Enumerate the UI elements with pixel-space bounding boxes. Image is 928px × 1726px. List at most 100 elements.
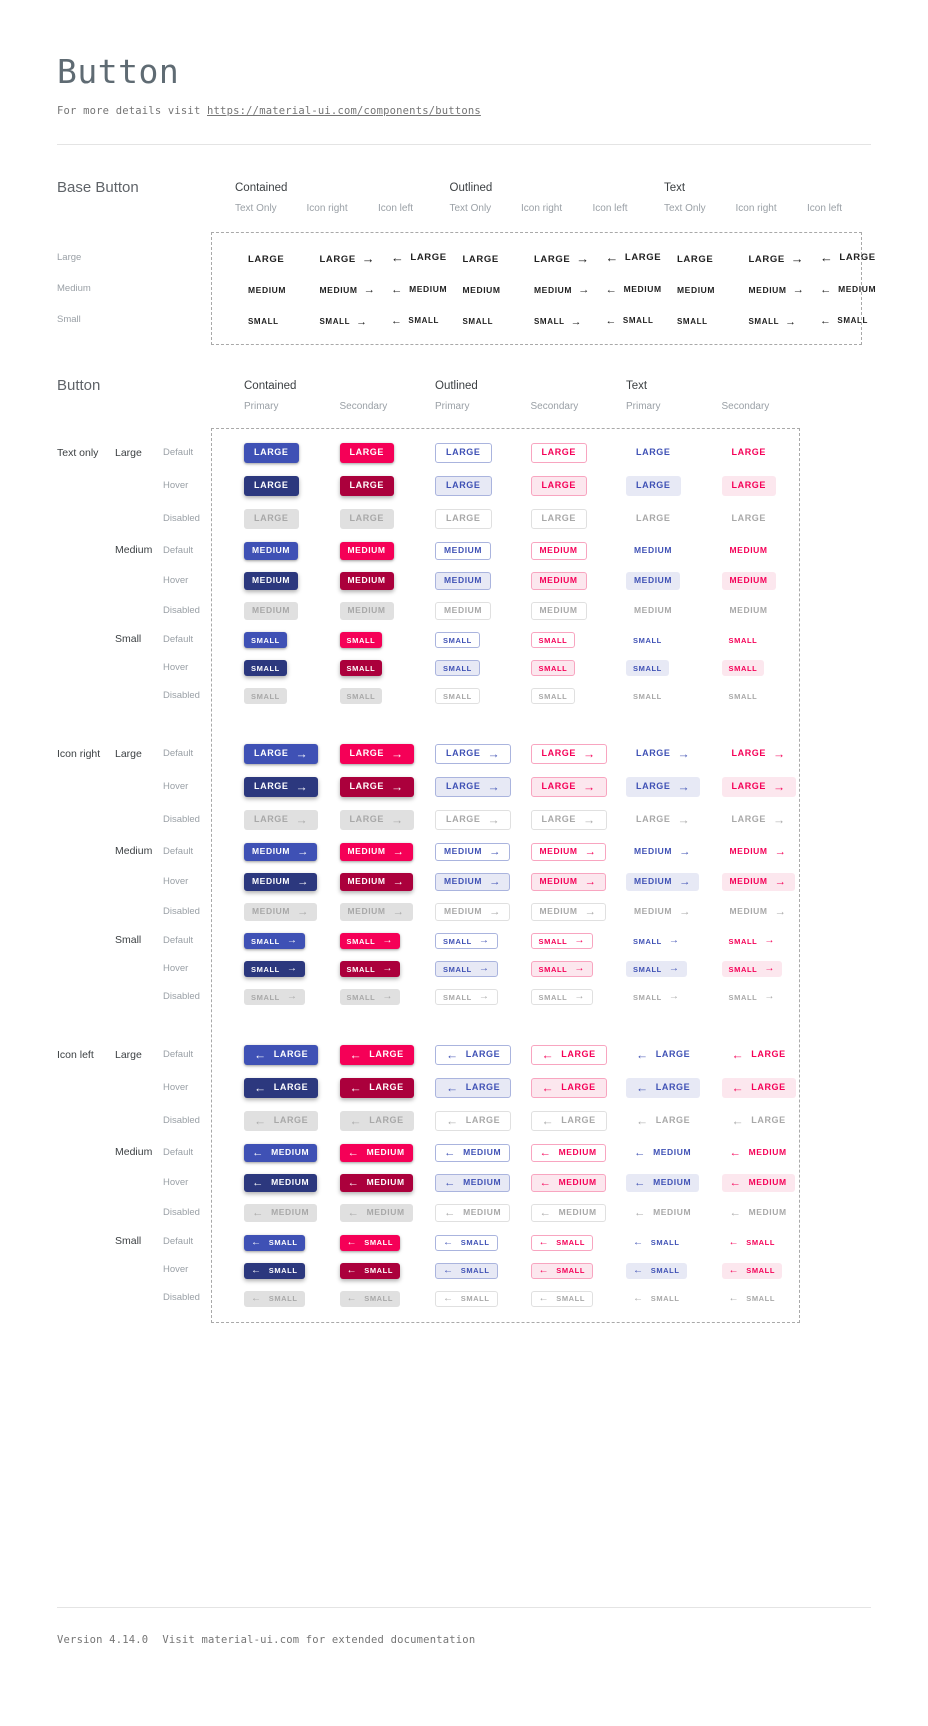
- text-only-outlined-primary-large-hover-button[interactable]: LARGE: [435, 475, 492, 496]
- icon-right-outlined-primary-medium-default-button[interactable]: MEDIUM →: [435, 842, 511, 861]
- base-outlined-icon-right-large-button[interactable]: LARGE →: [534, 251, 590, 267]
- icon-right-text-secondary-medium-hover-button[interactable]: MEDIUM →: [721, 872, 795, 891]
- base-outlined-icon-left-large-button[interactable]: ← LARGE: [605, 249, 662, 265]
- icon-right-outlined-secondary-small-hover-button[interactable]: SMALL →: [530, 961, 594, 978]
- text-only-outlined-secondary-medium-hover-button[interactable]: MEDIUM: [530, 571, 587, 590]
- text-only-text-secondary-large-hover-button[interactable]: LARGE: [721, 475, 776, 496]
- text-only-contained-secondary-large-hover-button[interactable]: LARGE: [339, 475, 394, 496]
- icon-right-text-secondary-small-hover-button[interactable]: SMALL →: [721, 961, 783, 978]
- text-only-text-primary-medium-hover-button[interactable]: MEDIUM: [626, 571, 681, 590]
- icon-right-contained-primary-medium-hover-button[interactable]: MEDIUM →: [244, 872, 318, 891]
- base-contained-icon-left-large-button[interactable]: ← LARGE: [391, 249, 447, 265]
- text-only-text-secondary-large-default-button[interactable]: LARGE: [722, 443, 777, 463]
- text-only-outlined-primary-small-hover-button[interactable]: SMALL: [435, 660, 480, 677]
- base-contained-icon-right-medium-button[interactable]: MEDIUM →: [319, 283, 376, 296]
- text-only-contained-primary-large-default-button[interactable]: LARGE: [244, 442, 299, 463]
- icon-left-outlined-primary-large-hover-button[interactable]: ← LARGE: [435, 1077, 512, 1098]
- text-only-text-secondary-medium-default-button[interactable]: MEDIUM: [722, 542, 776, 560]
- icon-left-outlined-secondary-large-default-button[interactable]: ← LARGE: [530, 1044, 607, 1065]
- icon-left-contained-primary-small-hover-button[interactable]: ← SMALL: [244, 1262, 305, 1279]
- base-text-icon-left-large-button[interactable]: ← LARGE: [820, 249, 876, 265]
- text-only-text-primary-small-default-button[interactable]: SMALL: [626, 632, 669, 648]
- text-only-outlined-primary-small-default-button[interactable]: SMALL: [435, 632, 480, 649]
- text-only-contained-primary-large-hover-button[interactable]: LARGE: [244, 475, 299, 496]
- icon-right-contained-secondary-large-hover-button[interactable]: LARGE →: [339, 776, 414, 797]
- text-only-outlined-primary-medium-hover-button[interactable]: MEDIUM: [435, 571, 492, 590]
- icon-left-text-secondary-small-hover-button[interactable]: ← SMALL: [721, 1262, 783, 1279]
- icon-right-text-primary-small-default-button[interactable]: SMALL →: [626, 933, 687, 949]
- text-only-contained-primary-medium-default-button[interactable]: MEDIUM: [244, 541, 299, 560]
- icon-left-text-secondary-small-default-button[interactable]: ← SMALL: [722, 1235, 783, 1251]
- icon-left-outlined-primary-small-default-button[interactable]: ← SMALL: [435, 1234, 498, 1251]
- icon-left-contained-secondary-small-hover-button[interactable]: ← SMALL: [339, 1262, 401, 1279]
- icon-left-outlined-primary-medium-hover-button[interactable]: ← MEDIUM: [435, 1173, 511, 1192]
- icon-right-text-primary-large-default-button[interactable]: LARGE →: [626, 744, 700, 764]
- icon-right-text-secondary-small-default-button[interactable]: SMALL →: [722, 933, 783, 949]
- base-contained-text-only-large-button[interactable]: LARGE: [248, 254, 284, 265]
- text-only-text-secondary-small-hover-button[interactable]: SMALL: [721, 660, 765, 677]
- icon-right-contained-primary-small-hover-button[interactable]: SMALL →: [244, 961, 305, 978]
- text-only-contained-primary-small-hover-button[interactable]: SMALL: [244, 660, 287, 677]
- icon-right-outlined-secondary-medium-default-button[interactable]: MEDIUM →: [530, 842, 606, 861]
- base-outlined-icon-left-medium-button[interactable]: ← MEDIUM: [605, 283, 662, 296]
- icon-left-contained-secondary-large-hover-button[interactable]: ← LARGE: [339, 1077, 414, 1098]
- icon-left-contained-secondary-medium-default-button[interactable]: ← MEDIUM: [339, 1143, 413, 1162]
- icon-right-contained-primary-medium-default-button[interactable]: MEDIUM →: [244, 842, 318, 861]
- icon-right-outlined-primary-small-default-button[interactable]: SMALL →: [435, 933, 498, 950]
- base-outlined-icon-right-medium-button[interactable]: MEDIUM →: [534, 283, 591, 296]
- icon-left-text-primary-large-default-button[interactable]: ← LARGE: [626, 1045, 700, 1065]
- text-only-outlined-secondary-small-default-button[interactable]: SMALL: [530, 632, 576, 649]
- base-contained-icon-right-small-button[interactable]: SMALL →: [319, 315, 368, 328]
- docs-link[interactable]: https://material-ui.com/components/butto…: [207, 105, 481, 117]
- icon-left-contained-secondary-small-default-button[interactable]: ← SMALL: [339, 1234, 401, 1251]
- icon-right-outlined-secondary-medium-hover-button[interactable]: MEDIUM →: [530, 872, 606, 891]
- icon-left-outlined-primary-medium-default-button[interactable]: ← MEDIUM: [435, 1143, 511, 1162]
- icon-left-outlined-secondary-small-hover-button[interactable]: ← SMALL: [530, 1262, 594, 1279]
- icon-left-text-primary-small-hover-button[interactable]: ← SMALL: [626, 1262, 687, 1279]
- icon-right-text-secondary-large-default-button[interactable]: LARGE →: [722, 744, 796, 764]
- text-only-outlined-secondary-small-hover-button[interactable]: SMALL: [530, 660, 576, 677]
- base-text-icon-right-small-button[interactable]: SMALL →: [748, 315, 797, 328]
- text-only-outlined-primary-large-default-button[interactable]: LARGE: [435, 442, 492, 463]
- base-outlined-icon-right-small-button[interactable]: SMALL →: [534, 315, 582, 328]
- icon-left-contained-primary-small-default-button[interactable]: ← SMALL: [244, 1234, 305, 1251]
- icon-left-outlined-primary-large-default-button[interactable]: ← LARGE: [435, 1044, 512, 1065]
- base-text-icon-right-large-button[interactable]: LARGE →: [748, 251, 805, 267]
- icon-right-outlined-primary-large-default-button[interactable]: LARGE →: [435, 743, 512, 764]
- icon-right-contained-primary-large-default-button[interactable]: LARGE →: [244, 743, 319, 764]
- text-only-contained-secondary-small-hover-button[interactable]: SMALL: [339, 660, 383, 677]
- icon-right-text-primary-medium-default-button[interactable]: MEDIUM →: [626, 843, 699, 861]
- text-only-contained-secondary-medium-hover-button[interactable]: MEDIUM: [339, 571, 394, 590]
- icon-left-text-secondary-large-hover-button[interactable]: ← LARGE: [721, 1077, 796, 1098]
- text-only-text-secondary-medium-hover-button[interactable]: MEDIUM: [721, 571, 776, 590]
- base-outlined-icon-left-small-button[interactable]: ← SMALL: [605, 314, 654, 327]
- text-only-text-primary-large-default-button[interactable]: LARGE: [626, 443, 681, 463]
- icon-left-text-secondary-large-default-button[interactable]: ← LARGE: [722, 1045, 796, 1065]
- base-contained-icon-right-large-button[interactable]: LARGE →: [319, 251, 376, 267]
- icon-left-text-secondary-medium-default-button[interactable]: ← MEDIUM: [722, 1144, 795, 1162]
- icon-right-outlined-secondary-large-hover-button[interactable]: LARGE →: [530, 776, 607, 797]
- icon-right-outlined-primary-large-hover-button[interactable]: LARGE →: [435, 776, 512, 797]
- icon-left-contained-primary-large-hover-button[interactable]: ← LARGE: [244, 1077, 319, 1098]
- icon-right-text-secondary-medium-default-button[interactable]: MEDIUM →: [722, 843, 795, 861]
- icon-right-text-primary-medium-hover-button[interactable]: MEDIUM →: [626, 872, 700, 891]
- text-only-outlined-primary-medium-default-button[interactable]: MEDIUM: [435, 541, 492, 560]
- icon-left-contained-primary-large-default-button[interactable]: ← LARGE: [244, 1044, 319, 1065]
- icon-right-contained-secondary-small-hover-button[interactable]: SMALL →: [339, 961, 401, 978]
- icon-right-outlined-primary-medium-hover-button[interactable]: MEDIUM →: [435, 872, 511, 891]
- icon-right-text-primary-large-hover-button[interactable]: LARGE →: [626, 776, 701, 797]
- icon-left-text-primary-medium-hover-button[interactable]: ← MEDIUM: [626, 1173, 700, 1192]
- icon-right-outlined-secondary-large-default-button[interactable]: LARGE →: [530, 743, 607, 764]
- icon-left-contained-primary-medium-default-button[interactable]: ← MEDIUM: [244, 1143, 318, 1162]
- icon-left-contained-secondary-medium-hover-button[interactable]: ← MEDIUM: [339, 1173, 413, 1192]
- icon-left-outlined-secondary-large-hover-button[interactable]: ← LARGE: [530, 1077, 607, 1098]
- base-contained-text-only-medium-button[interactable]: MEDIUM: [248, 285, 286, 295]
- text-only-contained-secondary-large-default-button[interactable]: LARGE: [339, 442, 394, 463]
- text-only-text-primary-small-hover-button[interactable]: SMALL: [626, 660, 669, 677]
- base-text-text-only-medium-button[interactable]: MEDIUM: [677, 285, 715, 295]
- base-contained-icon-left-small-button[interactable]: ← SMALL: [391, 314, 439, 327]
- icon-left-outlined-secondary-medium-hover-button[interactable]: ← MEDIUM: [530, 1173, 606, 1192]
- icon-left-outlined-secondary-medium-default-button[interactable]: ← MEDIUM: [530, 1143, 606, 1162]
- base-text-icon-left-small-button[interactable]: ← SMALL: [820, 314, 868, 327]
- text-only-text-primary-medium-default-button[interactable]: MEDIUM: [626, 542, 680, 560]
